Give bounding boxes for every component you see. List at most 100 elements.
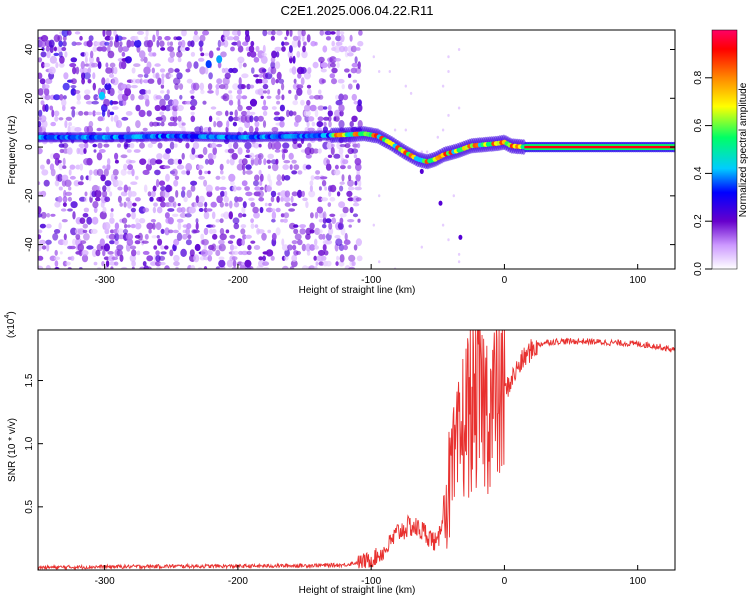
heatmap-cell xyxy=(127,186,131,191)
heatmap-cell xyxy=(66,147,73,155)
heatmap-cell xyxy=(257,115,264,122)
heatmap-cell xyxy=(157,142,163,149)
heatmap-cell xyxy=(218,259,226,268)
heatmap-cell xyxy=(58,186,63,191)
heatmap-cell xyxy=(189,249,195,257)
heatmap-cell xyxy=(143,56,148,63)
heatmap-cell xyxy=(172,229,179,234)
heatmap-cell xyxy=(84,63,90,67)
heatmap-cell xyxy=(343,244,348,251)
heatmap-cell xyxy=(120,191,128,197)
heatmap-cell xyxy=(53,152,60,160)
heatmap-cell xyxy=(219,218,224,224)
heatmap-cell xyxy=(105,126,110,133)
heatmap-cell xyxy=(69,63,77,68)
heatmap-cell xyxy=(253,142,260,149)
heatmap-cell xyxy=(288,110,294,117)
heatmap-cell xyxy=(121,51,126,57)
heatmap-cell xyxy=(163,165,171,169)
heatmap-cell xyxy=(236,40,242,48)
heatmap-cell xyxy=(305,164,312,170)
heatmap-cell xyxy=(124,223,128,229)
heatmap-cell xyxy=(203,211,210,220)
heatmap-cell xyxy=(65,261,71,266)
heatmap-cell xyxy=(270,208,276,212)
heatmap-cell xyxy=(378,260,381,264)
heatmap-cell xyxy=(219,201,224,208)
heatmap-cell xyxy=(144,233,149,240)
heatmap-cell xyxy=(130,207,136,213)
heatmap-cell xyxy=(110,266,114,269)
heatmap-cell xyxy=(155,95,162,100)
heatmap-cell xyxy=(328,190,332,197)
heatmap-cell xyxy=(327,61,332,69)
heatmap-cell xyxy=(82,213,89,218)
heatmap-cell xyxy=(309,147,315,155)
snr-x-ticks: -300 -200 -100 0 100 xyxy=(95,565,646,587)
heatmap-cell xyxy=(208,115,213,123)
heatmap-cell xyxy=(203,179,208,187)
heatmap-cell xyxy=(297,72,302,79)
heatmap-cell xyxy=(114,152,119,160)
heatmap-cell xyxy=(237,45,244,53)
heatmap-cell xyxy=(338,244,345,251)
heatmap-cell xyxy=(296,250,301,255)
heatmap-cell xyxy=(238,61,243,69)
heatmap-cell xyxy=(152,206,157,214)
heatmap-cell xyxy=(277,88,281,96)
heatmap-cell xyxy=(181,152,185,160)
heatmap-cell xyxy=(204,66,209,75)
heatmap-cell xyxy=(164,265,170,269)
heatmap-cell xyxy=(209,142,217,149)
y-tick-label: 0.5 xyxy=(24,499,35,513)
heatmap-cell xyxy=(75,164,81,170)
heatmap-cell xyxy=(181,30,187,37)
heatmap-cell xyxy=(309,244,316,251)
heatmap-cell xyxy=(292,111,297,116)
heatmap-cell xyxy=(348,174,352,181)
heatmap-cell xyxy=(260,95,264,100)
heatmap-cell xyxy=(256,78,264,84)
spectrogram-y-ticks: -40 -20 0 20 40 xyxy=(24,44,675,252)
heatmap-cell xyxy=(53,46,58,52)
heatmap-cell xyxy=(204,170,209,175)
heatmap-cell xyxy=(59,55,65,64)
heatmap-cell xyxy=(109,191,113,197)
heatmap-cell xyxy=(185,68,191,73)
heatmap-cell xyxy=(45,46,50,52)
heatmap-cell xyxy=(351,62,359,68)
heatmap-cell xyxy=(209,228,214,235)
heatmap-cell xyxy=(253,56,260,63)
heatmap-cell xyxy=(205,250,213,256)
heatmap-cell xyxy=(114,239,119,245)
heatmap-cell xyxy=(203,227,209,236)
colorbar-tick-label: 0.8 xyxy=(693,70,704,84)
heatmap-cell xyxy=(105,67,113,74)
heatmap-cell xyxy=(104,82,112,91)
heatmap-cell xyxy=(91,62,99,68)
heatmap-cell xyxy=(320,176,328,180)
heatmap-cell xyxy=(173,254,180,262)
heatmap-cell xyxy=(41,245,47,250)
heatmap-cell xyxy=(106,234,110,239)
heatmap-cell xyxy=(149,196,154,202)
spectrogram-frame xyxy=(37,29,676,270)
heatmap-cell xyxy=(199,46,203,52)
heatmap-cell xyxy=(84,89,91,95)
heatmap-cell xyxy=(204,158,209,165)
heatmap-cell xyxy=(283,255,289,261)
heatmap-cell xyxy=(284,202,291,207)
heatmap-cell xyxy=(250,218,255,224)
heatmap-cell xyxy=(172,213,179,217)
heatmap-cell xyxy=(291,202,298,207)
heatmap-cell xyxy=(305,201,309,209)
heatmap-cell xyxy=(355,238,362,247)
heatmap-cell xyxy=(211,211,216,220)
heatmap-cell xyxy=(127,170,132,175)
heatmap-cell xyxy=(54,157,60,166)
heatmap-cell xyxy=(224,190,228,198)
heatmap-cell xyxy=(300,77,305,86)
heatmap-cell xyxy=(238,212,243,218)
heatmap-cell xyxy=(39,223,47,229)
heatmap-cell xyxy=(94,189,102,198)
